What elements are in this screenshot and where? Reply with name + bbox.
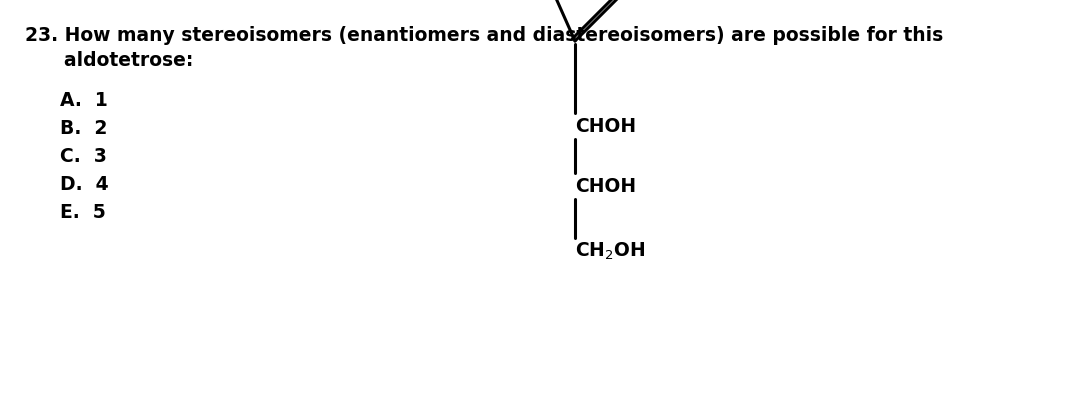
Text: CH$_2$OH: CH$_2$OH <box>575 240 645 262</box>
Text: CHOH: CHOH <box>575 177 637 196</box>
Text: C.  3: C. 3 <box>60 147 107 166</box>
Text: A.  1: A. 1 <box>60 91 108 110</box>
Text: D.  4: D. 4 <box>60 175 109 194</box>
Text: CHOH: CHOH <box>575 116 637 135</box>
Text: E.  5: E. 5 <box>60 203 106 222</box>
Text: B.  2: B. 2 <box>60 119 107 138</box>
Text: aldotetrose:: aldotetrose: <box>25 51 194 70</box>
Text: 23. How many stereoisomers (enantiomers and diastereoisomers) are possible for t: 23. How many stereoisomers (enantiomers … <box>25 26 944 45</box>
